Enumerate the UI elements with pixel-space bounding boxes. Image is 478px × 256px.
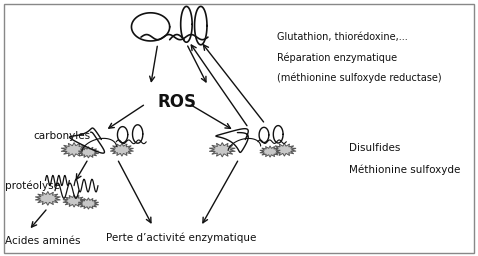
Text: Réparation enzymatique: Réparation enzymatique bbox=[277, 52, 397, 63]
FancyBboxPatch shape bbox=[4, 4, 474, 253]
Polygon shape bbox=[78, 198, 98, 209]
Polygon shape bbox=[78, 147, 98, 158]
Text: Perte d’activité enzymatique: Perte d’activité enzymatique bbox=[107, 233, 257, 243]
Polygon shape bbox=[63, 195, 85, 207]
Text: Méthionine sulfoxyde: Méthionine sulfoxyde bbox=[349, 165, 460, 176]
Polygon shape bbox=[209, 143, 235, 157]
Text: carbonyles: carbonyles bbox=[33, 131, 91, 141]
Polygon shape bbox=[110, 143, 133, 156]
Polygon shape bbox=[273, 143, 296, 156]
Text: Acides aminés: Acides aminés bbox=[5, 236, 80, 246]
Text: Glutathion, thiorédoxine,...: Glutathion, thiorédoxine,... bbox=[277, 32, 408, 42]
Text: ROS: ROS bbox=[157, 93, 196, 111]
Polygon shape bbox=[260, 146, 280, 157]
Polygon shape bbox=[61, 143, 87, 157]
Text: protéolyse: protéolyse bbox=[5, 180, 60, 191]
Text: (méthionine sulfoxyde reductase): (méthionine sulfoxyde reductase) bbox=[277, 73, 442, 83]
Polygon shape bbox=[35, 191, 60, 205]
Text: Disulfides: Disulfides bbox=[349, 143, 400, 154]
